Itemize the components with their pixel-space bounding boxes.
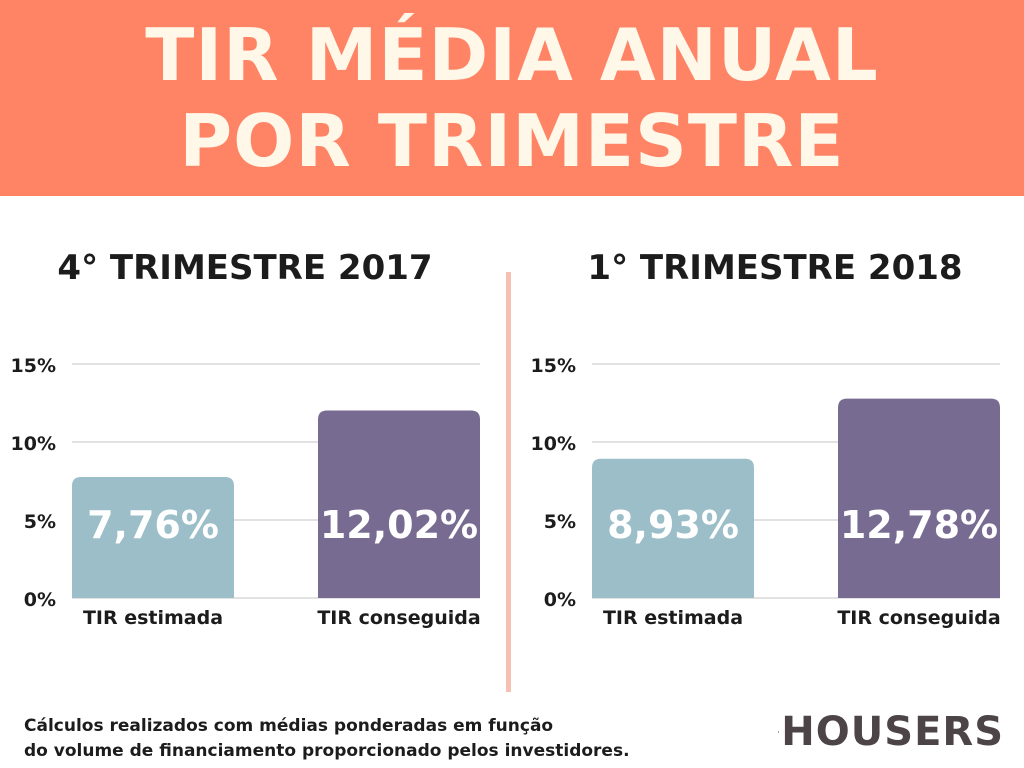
y-tick-label: 15% xyxy=(531,355,576,377)
data-label: 7,76% xyxy=(87,503,219,547)
x-tick-label: TIR estimada xyxy=(83,607,223,629)
page-title-line2: POR TRIMESTRE xyxy=(179,99,845,183)
bar-chart-2017: 0% 5% 10% 15% 7,76% TIR estimada 12,02% TIR con… xyxy=(11,355,481,629)
y-tick-label: 10% xyxy=(11,433,56,455)
footnote: Cálculos realizados com médias ponderada… xyxy=(24,714,630,764)
bar-chart-2018: 0% 5% 10% 15% 8,93% TIR estimada 12,78% TIR con… xyxy=(531,355,1001,629)
chart-title-2017: 4° TRIMESTRE 2017 xyxy=(57,248,433,288)
title-banner: TIR MÉDIA ANUAL POR TRIMESTRE xyxy=(0,0,1024,196)
footnote-line1: Cálculos realizados com médias ponderada… xyxy=(24,716,554,736)
bar-tir-estimada xyxy=(72,476,234,598)
y-tick-label: 0% xyxy=(544,589,576,611)
y-tick-label: 10% xyxy=(531,433,576,455)
x-tick-label: TIR conseguida xyxy=(837,607,1000,629)
y-tick-label: 15% xyxy=(11,355,56,377)
building-logo-icon xyxy=(778,731,780,733)
data-label: 12,78% xyxy=(840,503,998,547)
y-tick-label: 0% xyxy=(24,589,56,611)
data-label: 8,93% xyxy=(607,503,739,547)
bar-tir-estimada xyxy=(592,458,754,598)
x-tick-label: TIR conseguida xyxy=(317,607,480,629)
page-title-line1: TIR MÉDIA ANUAL xyxy=(145,13,879,97)
chart-title-2018: 1° TRIMESTRE 2018 xyxy=(587,248,963,288)
panel-divider xyxy=(506,272,511,692)
y-tick-label: 5% xyxy=(24,511,56,533)
x-tick-label: TIR estimada xyxy=(603,607,743,629)
housers-logo: HOUSERS xyxy=(778,704,1004,760)
logo-wordmark: HOUSERS xyxy=(781,709,1004,755)
bar-tir-conseguida xyxy=(318,410,480,598)
data-label: 12,02% xyxy=(320,503,478,547)
y-tick-label: 5% xyxy=(544,511,576,533)
bar-tir-conseguida xyxy=(838,398,1000,598)
footnote-line2: do volume de financiamento proporcionado… xyxy=(24,741,630,761)
